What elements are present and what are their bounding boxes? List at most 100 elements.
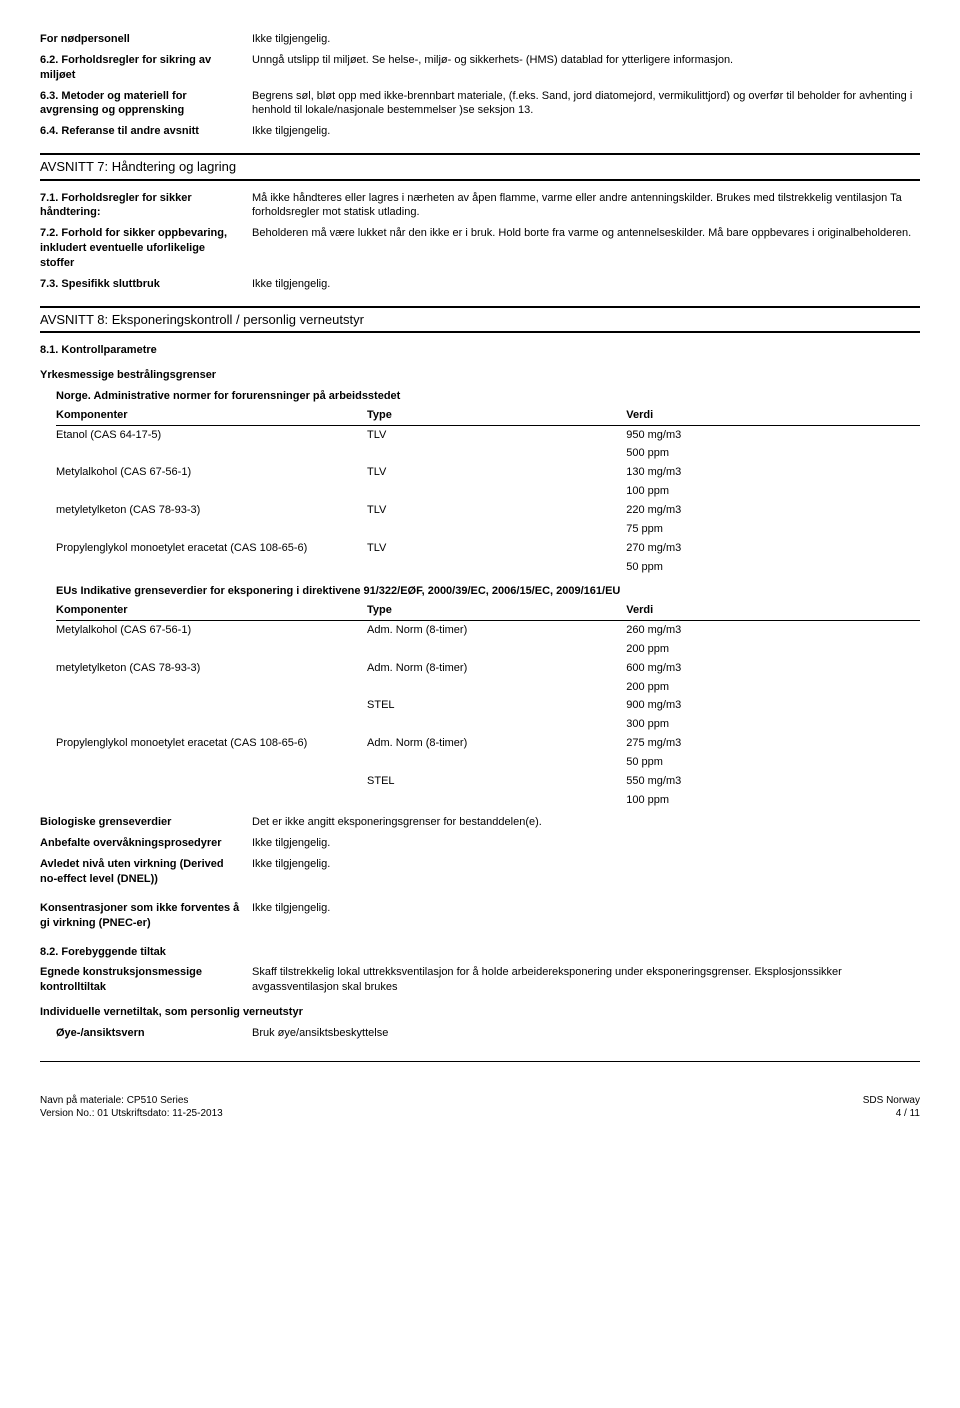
label: Anbefalte overvåkningsprosedyrer [40,836,252,851]
label: 7.1. Forholdsregler for sikker håndterin… [40,191,252,221]
cell: STEL [367,696,626,715]
footer-divider [40,1061,920,1062]
table-row: Propylenglykol monoetylet eracetat (CAS … [56,539,920,558]
table-row: STEL550 mg/m3 [56,772,920,791]
material-name: Navn på materiale: CP510 Series [40,1094,223,1108]
row-64: 6.4. Referanse til andre avsnitt Ikke ti… [40,124,920,139]
table-row: metyletylketon (CAS 78-93-3)Adm. Norm (8… [56,659,920,678]
cell: 500 ppm [626,444,920,463]
label: 7.3. Spesifikk sluttbruk [40,277,252,292]
value: Ikke tilgjengelig. [252,857,920,887]
label: 6.2. Forholdsregler for sikring av miljø… [40,53,252,83]
value: Ikke tilgjengelig. [252,277,920,292]
row-egnede: Egnede konstruksjonsmessige kontrolltilt… [40,965,920,995]
row-71: 7.1. Forholdsregler for sikker håndterin… [40,191,920,221]
table-row: 200 ppm [56,678,920,697]
label: Konsentrasjoner som ikke forventes å gi … [40,901,252,931]
row-73: 7.3. Spesifikk sluttbruk Ikke tilgjengel… [40,277,920,292]
row-pnec: Konsentrasjoner som ikke forventes å gi … [40,901,920,931]
cell: 75 ppm [626,520,920,539]
cell: 270 mg/m3 [626,539,920,558]
value: Ikke tilgjengelig. [252,32,920,47]
label: 6.3. Metoder og materiell for avgrensing… [40,89,252,119]
table-row: 500 ppm [56,444,920,463]
table-header-row: Komponenter Type Verdi [56,406,920,425]
value: Begrens søl, bløt opp med ikke-brennbart… [252,89,920,119]
th-type: Type [367,406,626,425]
row-72: 7.2. Forhold for sikker oppbevaring, ink… [40,226,920,271]
cell: STEL [367,772,626,791]
value: Ikke tilgjengelig. [252,124,920,139]
value: Ikke tilgjengelig. [252,901,920,931]
cell: metyletylketon (CAS 78-93-3) [56,501,367,520]
section-8-header: AVSNITT 8: Eksponeringskontroll / person… [40,306,920,334]
section-7-header: AVSNITT 7: Håndtering og lagring [40,153,920,181]
table-row: metyletylketon (CAS 78-93-3)TLV220 mg/m3 [56,501,920,520]
table-row: 100 ppm [56,791,920,810]
label: Øye-/ansiktsvern [56,1026,252,1041]
th-verdi: Verdi [626,406,920,425]
label: Avledet nivå uten virkning (Derived no-e… [40,857,252,887]
table-row: 300 ppm [56,715,920,734]
table-row: Propylenglykol monoetylet eracetat (CAS … [56,734,920,753]
table-row: Metylalkohol (CAS 67-56-1)Adm. Norm (8-t… [56,621,920,640]
page-number: 4 / 11 [863,1107,920,1121]
cell: Propylenglykol monoetylet eracetat (CAS … [56,539,367,558]
cell: Metylalkohol (CAS 67-56-1) [56,463,367,482]
version-date: Version No.: 01 Utskriftsdato: 11-25-201… [40,1107,223,1121]
table-row: Etanol (CAS 64-17-5)TLV950 mg/m3 [56,425,920,444]
cell: TLV [367,463,626,482]
cell: 300 ppm [626,715,920,734]
row-dnel: Avledet nivå uten virkning (Derived no-e… [40,857,920,887]
table-row: STEL900 mg/m3 [56,696,920,715]
norge-title: Norge. Administrative normer for foruren… [56,389,920,404]
cell: TLV [367,539,626,558]
cell: 130 mg/m3 [626,463,920,482]
value: Skaff tilstrekkelig lokal uttrekksventil… [252,965,920,995]
cell: 50 ppm [626,753,920,772]
cell: 200 ppm [626,640,920,659]
row-63: 6.3. Metoder og materiell for avgrensing… [40,89,920,119]
value: Må ikke håndteres eller lagres i nærhete… [252,191,920,221]
s8-individuelle: Individuelle vernetiltak, som personlig … [40,1005,920,1020]
s8-kp: 8.1. Kontrollparametre [40,343,920,358]
value: Bruk øye/ansiktsbeskyttelse [252,1026,920,1041]
row-62: 6.2. Forholdsregler for sikring av miljø… [40,53,920,83]
cell: TLV [367,501,626,520]
cell: Adm. Norm (8-timer) [367,734,626,753]
value: Unngå utslipp til miljøet. Se helse-, mi… [252,53,920,83]
table-row: 75 ppm [56,520,920,539]
cell: 50 ppm [626,558,920,577]
th-verdi: Verdi [626,601,920,620]
table-row: 100 ppm [56,482,920,501]
value: Ikke tilgjengelig. [252,836,920,851]
cell: 220 mg/m3 [626,501,920,520]
eu-limits-table: Komponenter Type Verdi Metylalkohol (CAS… [56,601,920,809]
cell: 200 ppm [626,678,920,697]
cell: 900 mg/m3 [626,696,920,715]
label: Egnede konstruksjonsmessige kontrolltilt… [40,965,252,995]
cell: TLV [367,425,626,444]
cell: Adm. Norm (8-timer) [367,659,626,678]
value: Beholderen må være lukket når den ikke e… [252,226,920,271]
table-header-row: Komponenter Type Verdi [56,601,920,620]
row-eye: Øye-/ansiktsvern Bruk øye/ansiktsbeskytt… [56,1026,920,1041]
sds-country: SDS Norway [863,1094,920,1108]
row-bio: Biologiske grenseverdier Det er ikke ang… [40,815,920,830]
cell: Adm. Norm (8-timer) [367,621,626,640]
s8-yb: Yrkesmessige bestrålingsgrenser [40,368,920,383]
cell: 100 ppm [626,791,920,810]
cell: 550 mg/m3 [626,772,920,791]
table-row: 50 ppm [56,558,920,577]
table-row: 50 ppm [56,753,920,772]
row-emergency: For nødpersonell Ikke tilgjengelig. [40,32,920,47]
cell: Etanol (CAS 64-17-5) [56,425,367,444]
cell: Metylalkohol (CAS 67-56-1) [56,621,367,640]
s8-forebyggende: 8.2. Forebyggende tiltak [40,945,920,960]
page-footer: Navn på materiale: CP510 Series Version … [40,1094,920,1121]
label: 6.4. Referanse til andre avsnitt [40,124,252,139]
table-row: 200 ppm [56,640,920,659]
cell: 600 mg/m3 [626,659,920,678]
value: Det er ikke angitt eksponeringsgrenser f… [252,815,920,830]
label: Biologiske grenseverdier [40,815,252,830]
